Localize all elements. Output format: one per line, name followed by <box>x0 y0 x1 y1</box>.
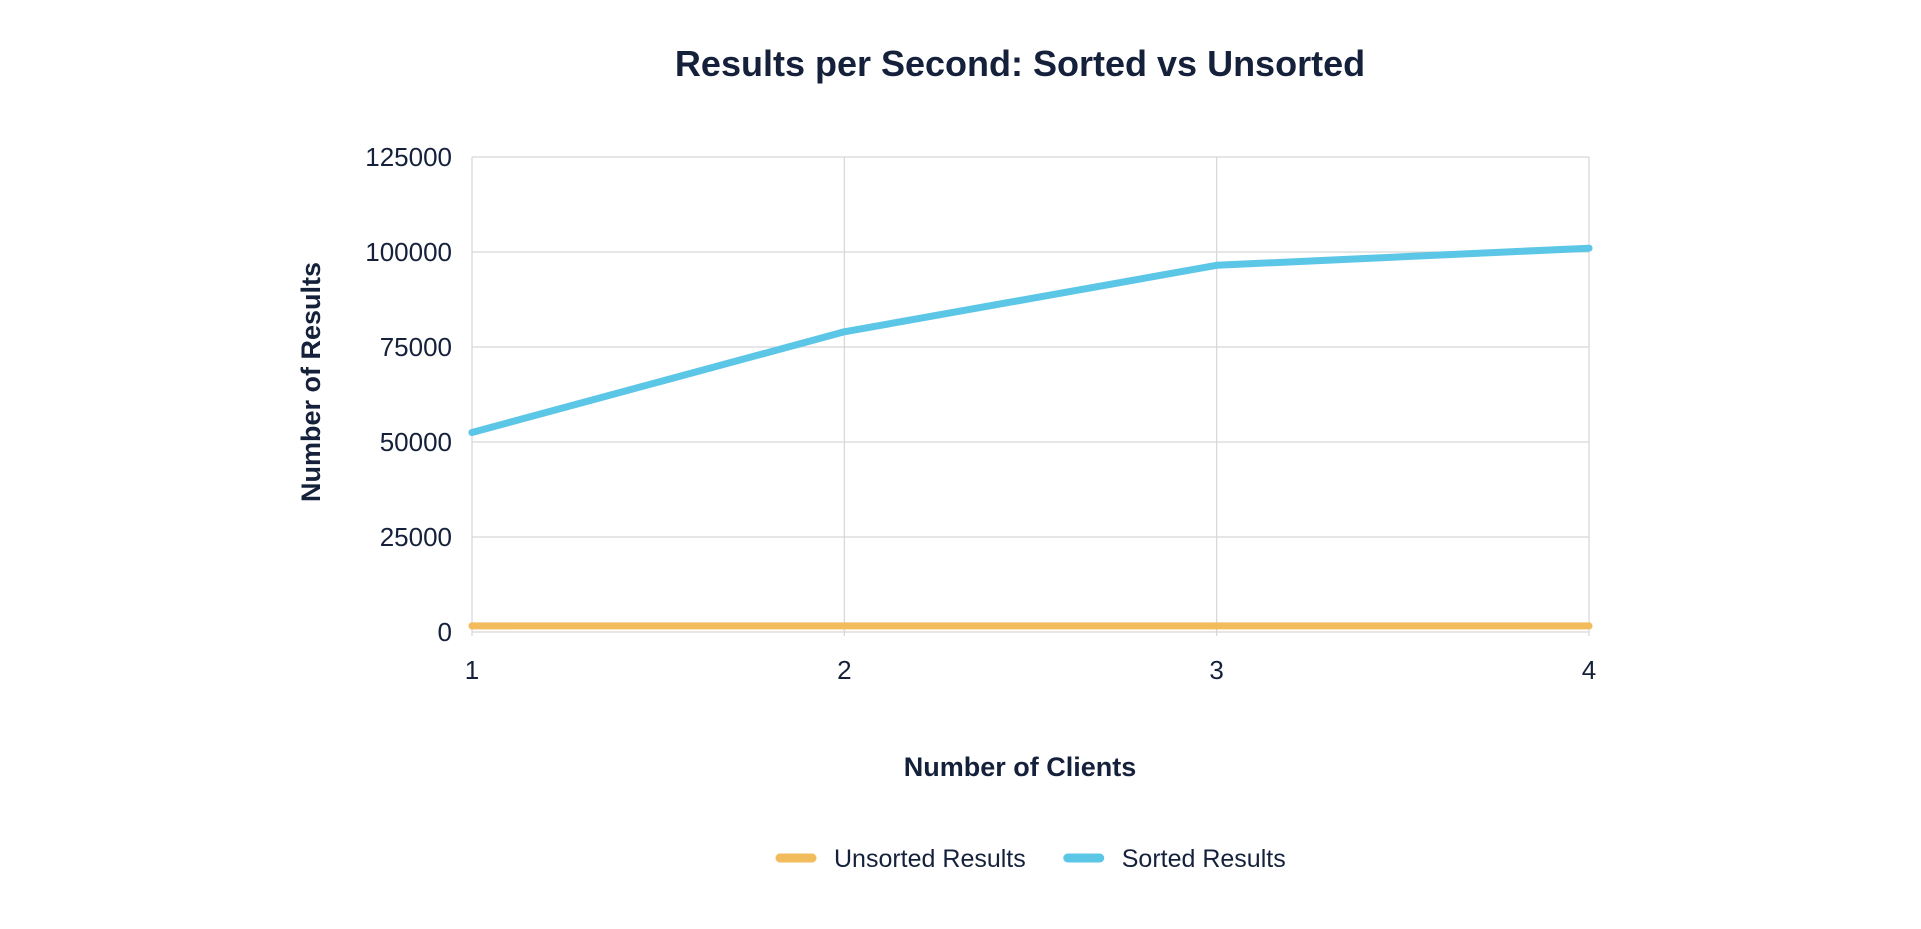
data-point <box>1213 261 1221 269</box>
legend-label: Sorted Results <box>1122 845 1286 873</box>
data-point <box>1213 622 1221 630</box>
x-tick-label: 4 <box>1582 655 1596 685</box>
grid-lines <box>471 156 1590 636</box>
data-point <box>1585 622 1593 630</box>
series-lines <box>468 244 1593 630</box>
y-tick-label: 25000 <box>380 522 452 552</box>
y-tick-label: 125000 <box>365 142 452 172</box>
series-line-2 <box>468 244 1593 436</box>
y-tick-label: 50000 <box>380 427 452 457</box>
data-point <box>468 622 476 630</box>
data-point <box>1585 244 1593 252</box>
y-axis-title: Number of Results <box>296 262 326 502</box>
chart-title: Results per Second: Sorted vs Unsorted <box>675 43 1365 84</box>
data-point <box>840 622 848 630</box>
x-axis-title: Number of Clients <box>904 752 1137 782</box>
x-tick-label: 1 <box>465 655 479 685</box>
y-tick-label: 75000 <box>380 332 452 362</box>
y-tick-label: 0 <box>438 617 452 647</box>
legend: Unsorted Results Sorted Results <box>775 845 1286 873</box>
legend-label: Unsorted Results <box>834 845 1026 873</box>
x-tick-label: 2 <box>837 655 851 685</box>
y-tick-label: 100000 <box>365 237 452 267</box>
axis-ticks: 0 25000 50000 75000 100000 125000 1 2 3 4 <box>365 142 1596 685</box>
data-point <box>468 429 476 436</box>
x-tick-label: 3 <box>1209 655 1223 685</box>
data-point <box>840 328 848 336</box>
